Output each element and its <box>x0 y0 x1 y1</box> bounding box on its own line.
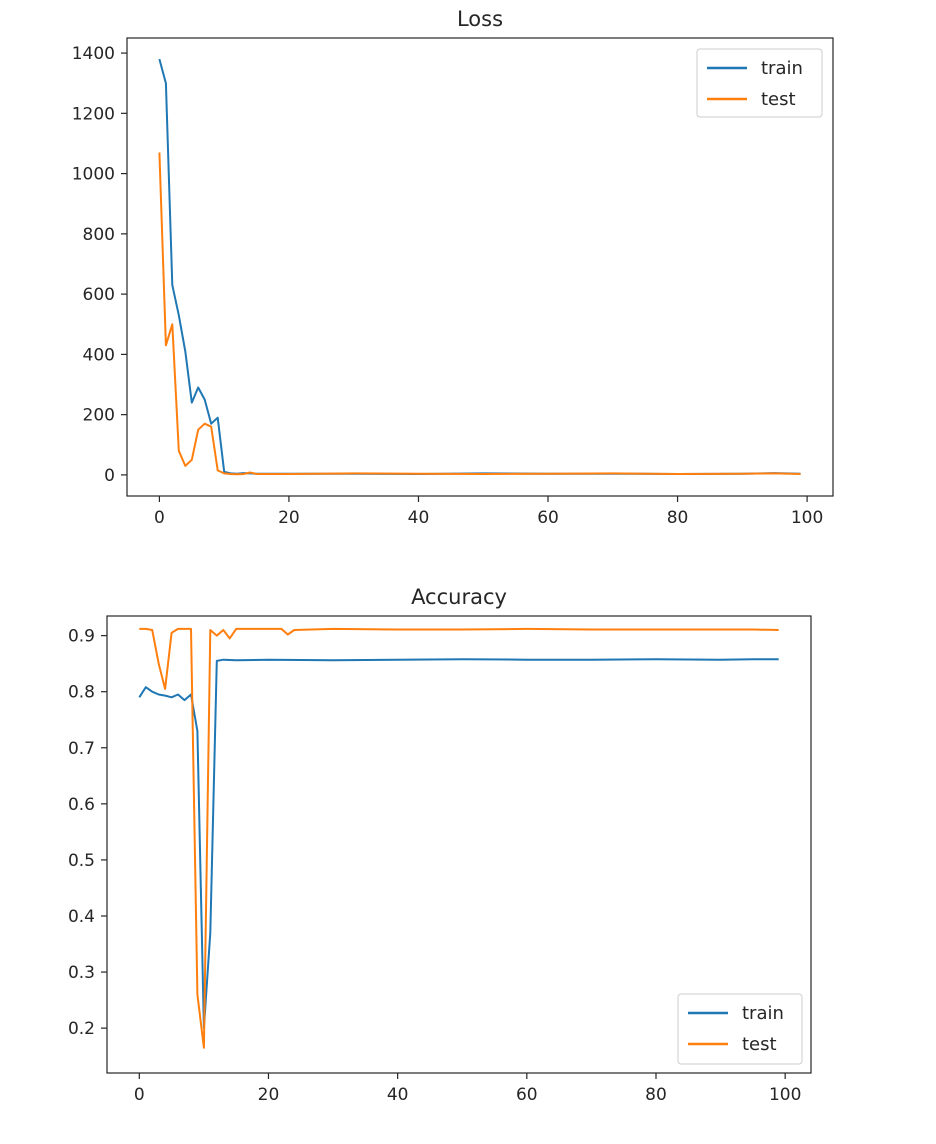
accuracy-chart: Accuracy 0 20 40 60 80 100 0.2 0.3 0.4 0.5 0.6 0.7 0.… <box>68 585 812 1105</box>
y-tick-label: 800 <box>83 225 115 245</box>
x-tick-label: 0 <box>154 508 165 528</box>
series-line-test <box>139 627 779 1049</box>
y-tick-label: 0.8 <box>68 683 95 703</box>
legend-box <box>696 48 823 118</box>
series-line-test <box>158 152 801 476</box>
axes-frame <box>126 37 834 497</box>
y-tick-label: 1000 <box>72 165 115 185</box>
legend-label-test: test <box>761 89 796 110</box>
y-tick-label: 0.4 <box>68 907 95 927</box>
plot-area <box>138 627 779 1049</box>
chart-title: Loss <box>457 7 503 31</box>
series-line-train <box>158 58 801 475</box>
legend-label-train: train <box>742 1003 784 1024</box>
x-tick-label: 40 <box>408 508 430 528</box>
legend-label-train: train <box>761 58 803 79</box>
y-tick-label: 1400 <box>72 44 115 64</box>
legend: train test <box>677 993 803 1065</box>
plot-area <box>158 58 801 476</box>
x-tick-label: 20 <box>258 1085 280 1105</box>
x-tick-label: 20 <box>278 508 300 528</box>
chart-title: Accuracy <box>411 585 507 609</box>
x-tick-label: 60 <box>516 1085 538 1105</box>
legend: train test <box>696 48 823 118</box>
y-tick-label: 200 <box>83 406 115 426</box>
y-tick-label: 0.9 <box>68 627 95 647</box>
x-tick-label: 0 <box>134 1085 145 1105</box>
y-tick-label: 0.3 <box>68 963 95 983</box>
x-tick-label: 100 <box>791 508 823 528</box>
y-tick-label: 0.7 <box>68 739 95 759</box>
x-tick-label: 40 <box>387 1085 409 1105</box>
axes-frame <box>106 615 812 1074</box>
y-tick-label: 0.5 <box>68 851 95 871</box>
x-tick-label: 100 <box>769 1085 801 1105</box>
legend-label-test: test <box>742 1034 777 1055</box>
series-line-train <box>138 658 779 1030</box>
y-tick-label: 1200 <box>72 104 115 124</box>
legend-box <box>677 993 803 1065</box>
x-tick-label: 80 <box>645 1085 667 1105</box>
x-tick-label: 80 <box>667 508 689 528</box>
y-tick-label: 600 <box>83 285 115 305</box>
y-tick-label: 0.6 <box>68 795 95 815</box>
y-tick-label: 400 <box>83 345 115 365</box>
x-tick-label: 60 <box>537 508 559 528</box>
y-tick-label: 0.2 <box>68 1019 95 1039</box>
y-tick-label: 0 <box>104 466 115 486</box>
